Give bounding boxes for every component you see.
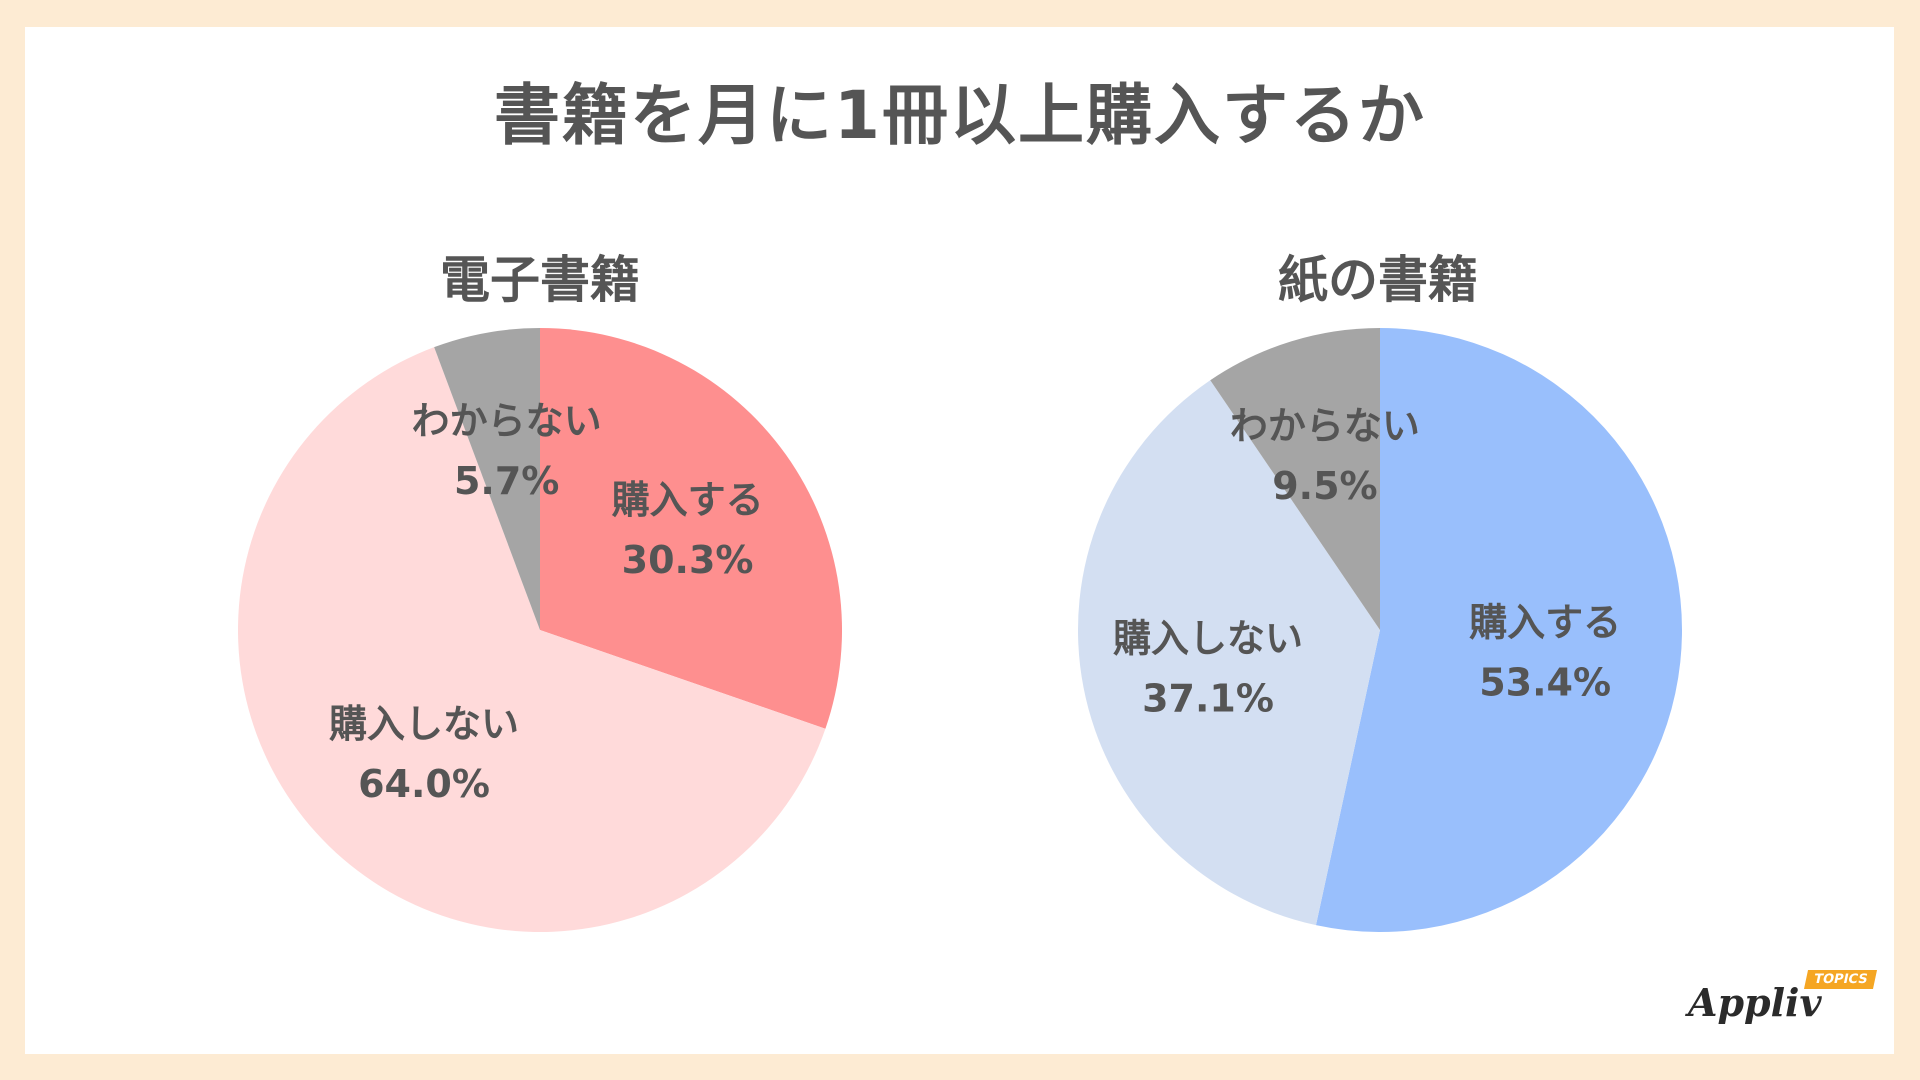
pie0-label-not-buy: 購入しない [329, 702, 519, 746]
pie1-label-buy: 購入する [1469, 601, 1621, 645]
pie0-slice-unknown [434, 328, 540, 630]
chart-title-ebook: 電子書籍 [440, 251, 640, 309]
logo-wordmark: Appliv [1688, 980, 1822, 1025]
pie1-slice-buy [1315, 328, 1683, 932]
pie0-value-buy: 30.3% [622, 538, 754, 582]
pie1-value-not-buy: 37.1% [1142, 676, 1274, 720]
pie1-value-buy: 53.4% [1479, 661, 1611, 705]
pie1-value-unknown: 9.5% [1272, 464, 1377, 508]
logo-badge: TOPICS [1803, 970, 1878, 989]
pie0-label-buy: 購入する [612, 478, 764, 522]
pie1-label-unknown: わからない [1230, 404, 1420, 448]
page-title: 書籍を月に1冊以上購入するか [494, 77, 1426, 154]
pie0-slice-not-buy [237, 347, 826, 933]
pie0-slice-buy [540, 328, 842, 729]
pie0-label-unknown: わからない [412, 399, 602, 443]
pie1-slice-unknown [1210, 328, 1380, 630]
pie1-label-not-buy: 購入しない [1113, 616, 1303, 660]
chart-title-paper: 紙の書籍 [1278, 251, 1478, 309]
pie1-slice-not-buy [1078, 380, 1380, 926]
pie0-value-unknown: 5.7% [454, 459, 559, 503]
pie0-value-not-buy: 64.0% [358, 762, 490, 806]
appliv-topics-logo: Appliv TOPICS [1688, 970, 1878, 1030]
